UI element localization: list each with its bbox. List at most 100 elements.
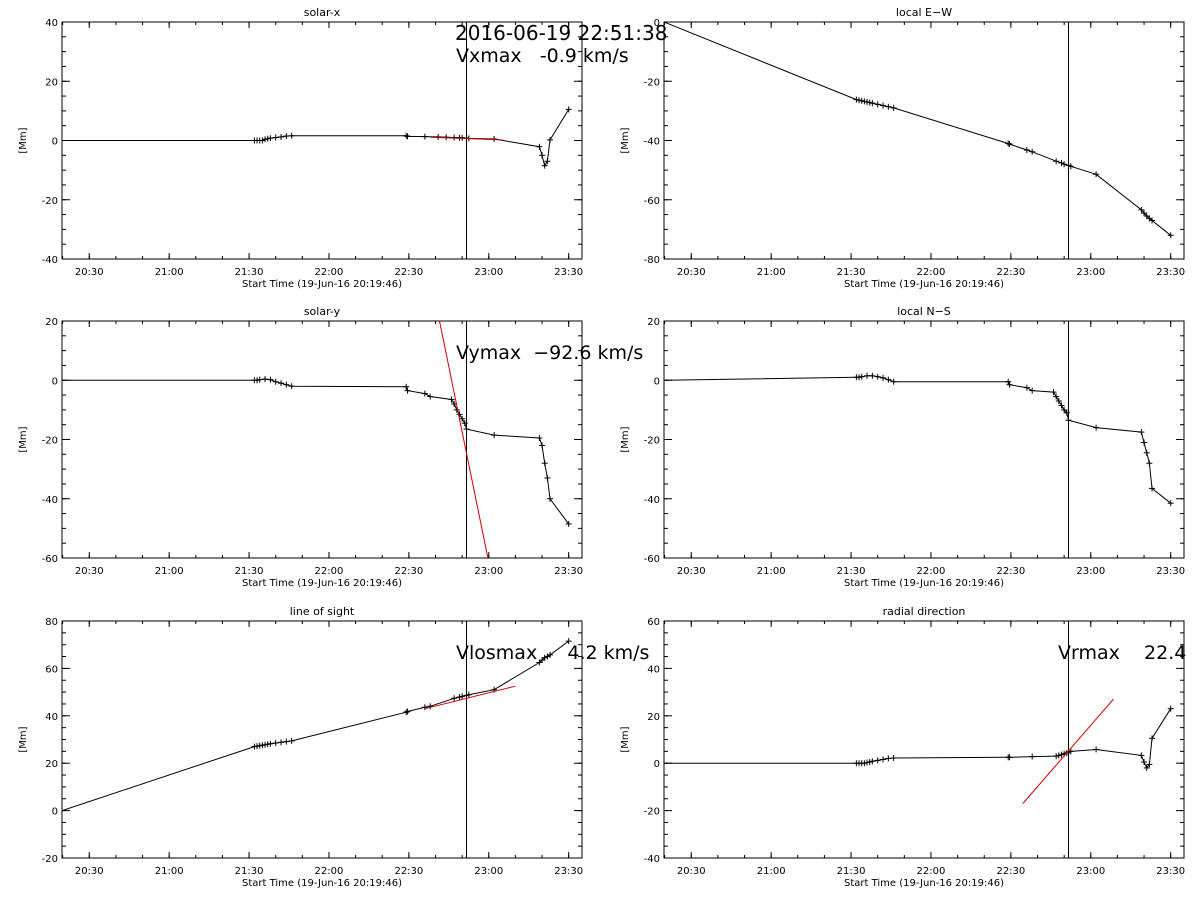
panel-5: line of sight 20:30 21:00 21:30 22:00 22:30 23…	[18, 605, 583, 889]
x-tick-label: 21:30	[837, 267, 866, 278]
data-point	[853, 96, 860, 103]
y-tick-label: 40	[45, 712, 58, 723]
data-point	[264, 135, 271, 142]
x-tick-label: 20:30	[677, 866, 706, 877]
y-tick-label: 40	[647, 664, 660, 675]
data-point	[1146, 460, 1153, 467]
x-tick-label: 21:00	[155, 267, 184, 278]
data-point	[403, 383, 410, 390]
data-point	[874, 101, 881, 108]
x-tick-label: 23:00	[474, 866, 503, 877]
y-tick-label: 20	[647, 712, 660, 723]
panel-2: local E−W 20:30 21:00 21:30 22:00 22:30 23:00 2…	[620, 6, 1185, 290]
data-point	[1006, 381, 1013, 388]
x-tick-label: 21:30	[235, 267, 264, 278]
data-point	[1023, 146, 1030, 153]
y-tick-label: 40	[45, 18, 58, 29]
x-tick-label: 22:00	[315, 866, 344, 877]
x-tick-label: 23:00	[474, 566, 503, 577]
data-point	[448, 396, 455, 403]
data-point	[544, 158, 551, 165]
data-point	[885, 103, 892, 110]
y-axis-label: [Mm]	[620, 127, 631, 153]
y-tick-label: 0	[52, 376, 58, 387]
x-tick-label: 22:30	[996, 866, 1025, 877]
data-point	[283, 381, 290, 388]
y-axis-label: [Mm]	[18, 726, 29, 752]
panel-1: solar-x 20:30 21:00 21:30 22:00 22:30 23:00 23:…	[18, 6, 583, 290]
x-tick-label: 20:30	[677, 566, 706, 577]
data-point	[1023, 384, 1030, 391]
data-point	[267, 135, 274, 142]
data-point	[254, 377, 261, 384]
y-tick-label: 20	[45, 317, 58, 328]
data-point	[864, 98, 871, 105]
data-point	[1146, 761, 1153, 768]
data-point	[1050, 389, 1057, 396]
data-point	[885, 376, 892, 383]
velocity-annotation: Vlosmax 4.2 km/s	[456, 642, 649, 664]
data-point	[1061, 406, 1068, 413]
data-point	[427, 393, 434, 400]
data-point	[1167, 500, 1174, 507]
data-point	[1138, 429, 1145, 436]
data-point	[1141, 439, 1148, 446]
data-point	[1053, 158, 1060, 165]
x-tick-label: 20:30	[75, 267, 104, 278]
data-point	[565, 106, 572, 113]
series-line	[664, 708, 1172, 769]
data-point	[262, 136, 269, 143]
y-tick-label: -20	[42, 436, 58, 447]
data-point	[890, 754, 897, 761]
panel-4: local N−S 20:30 21:00 21:30 22:00 22:30 23:00 2…	[620, 305, 1185, 589]
y-axis-label: [Mm]	[18, 426, 29, 452]
data-point	[1138, 206, 1145, 213]
x-tick-label: 23:30	[554, 566, 583, 577]
data-point	[421, 390, 428, 397]
x-tick-label: 22:30	[394, 267, 423, 278]
data-point	[491, 136, 498, 143]
data-point	[288, 383, 295, 390]
data-point	[880, 374, 887, 381]
data-point	[1058, 402, 1065, 409]
data-point	[869, 758, 876, 765]
data-point	[1055, 397, 1062, 404]
data-point	[278, 133, 285, 140]
data-point	[565, 638, 572, 645]
data-point	[403, 132, 410, 139]
y-tick-label: 0	[52, 807, 58, 818]
panel-3: solar-y 20:30 21:00 21:30 22:00 22:30 23:00 23:…	[18, 305, 583, 589]
x-tick-label: 21:30	[235, 866, 264, 877]
data-point	[861, 98, 868, 105]
data-point	[1093, 171, 1100, 178]
data-point	[1167, 232, 1174, 239]
data-point	[1029, 753, 1036, 760]
data-point	[536, 435, 543, 442]
x-tick-label: 21:30	[235, 566, 264, 577]
data-point	[547, 136, 554, 143]
data-point	[1093, 424, 1100, 431]
x-axis-label: Start Time (19-Jun-16 20:19:46)	[242, 279, 402, 290]
data-point	[288, 737, 295, 744]
data-point	[544, 475, 551, 482]
x-tick-label: 23:30	[554, 866, 583, 877]
panel-title: solar-x	[304, 6, 341, 19]
data-point	[259, 137, 266, 144]
panel-title: radial direction	[883, 605, 966, 618]
x-tick-label: 23:00	[474, 267, 503, 278]
y-tick-label: 0	[654, 759, 660, 770]
timestamp-label: 2016-06-19 22:51:38	[455, 21, 667, 45]
y-tick-label: -60	[42, 554, 58, 565]
data-point	[890, 378, 897, 385]
y-axis-label: [Mm]	[620, 426, 631, 452]
data-point	[1063, 409, 1070, 416]
velocity-fit-line	[439, 321, 489, 558]
data-point	[858, 97, 865, 104]
data-point	[256, 376, 263, 383]
data-point	[1065, 417, 1072, 424]
y-tick-label: -20	[42, 196, 58, 207]
data-point	[459, 693, 466, 700]
data-point	[536, 143, 543, 150]
y-tick-label: -20	[42, 854, 58, 865]
data-point	[1141, 210, 1148, 217]
